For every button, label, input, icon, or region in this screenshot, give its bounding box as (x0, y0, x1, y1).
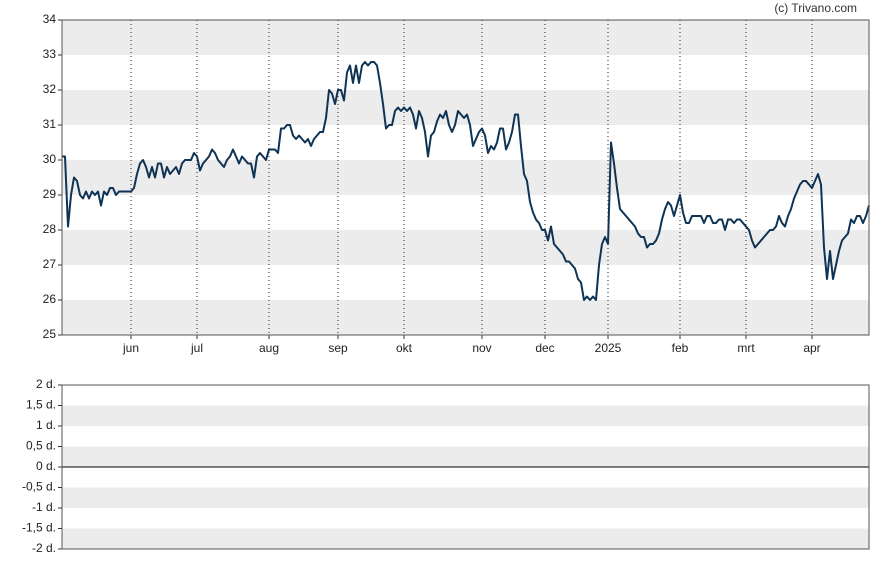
x-tick-label: apr (803, 341, 820, 355)
y-tick-label: 31 (43, 117, 57, 131)
x-tick-label: okt (396, 341, 413, 355)
grid-band (62, 487, 869, 508)
grid-band (62, 90, 869, 125)
y-tick-label: 28 (43, 222, 57, 236)
y-tick-label: 30 (43, 152, 57, 166)
y-tick-label: 0,5 d. (26, 439, 56, 453)
y-tick-label: -1 d. (32, 500, 56, 514)
grid-band (62, 230, 869, 265)
x-tick-label: sep (328, 341, 348, 355)
y-tick-label: 33 (43, 47, 57, 61)
y-tick-label: 32 (43, 82, 57, 96)
x-tick-label: jul (190, 341, 203, 355)
x-tick-label: jun (122, 341, 139, 355)
x-tick-label: dec (535, 341, 554, 355)
y-tick-label: -2 d. (32, 541, 56, 555)
grid-band (62, 160, 869, 195)
y-tick-label: 27 (43, 257, 57, 271)
x-tick-label: aug (259, 341, 279, 355)
y-tick-label: 1,5 d. (26, 398, 56, 412)
y-tick-label: 26 (43, 292, 57, 306)
y-tick-label: 0 d. (36, 459, 56, 473)
x-tick-label: 2025 (595, 341, 622, 355)
y-tick-label: 2 d. (36, 377, 56, 391)
plot-frame (61, 19, 870, 336)
source: (c) Trivano.com (774, 1, 857, 15)
x-tick-label: mrt (737, 341, 755, 355)
price-line (62, 61, 870, 301)
x-tick-label: nov (472, 341, 491, 355)
grid-band (62, 405, 869, 426)
plot-frame (61, 384, 870, 550)
y-tick-label: 1 d. (36, 418, 56, 432)
x-tick-label: feb (672, 341, 689, 355)
y-tick-label: 29 (43, 187, 57, 201)
grid-band (62, 446, 869, 467)
grid-band (62, 300, 869, 335)
y-tick-label: -0,5 d. (22, 480, 56, 494)
grid-band (62, 20, 869, 55)
y-tick-label: 34 (43, 12, 57, 26)
grid-band (62, 528, 869, 549)
y-tick-label: 25 (43, 327, 57, 341)
y-tick-label: -1,5 d. (22, 521, 56, 535)
